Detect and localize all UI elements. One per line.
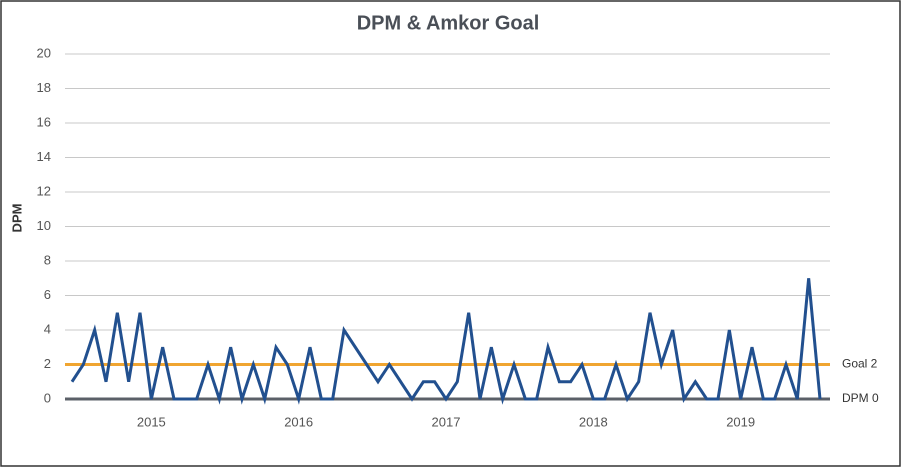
reference-label: Goal 2: [842, 357, 878, 371]
reference-label: DPM 0: [842, 391, 879, 405]
y-tick-label: 0: [44, 390, 51, 405]
data-line: [70, 278, 822, 405]
x-tick-label: 2015: [137, 414, 166, 429]
x-tick-label: 2017: [432, 414, 461, 429]
y-tick-label: 8: [44, 252, 51, 267]
y-tick-label: 12: [37, 183, 51, 198]
y-tick-label: 6: [44, 287, 51, 302]
x-tick-label: 2019: [726, 414, 755, 429]
y-tick-label: 2: [44, 356, 51, 371]
y-axis-label: DPM: [9, 204, 24, 233]
y-tick-label: 18: [37, 80, 51, 95]
y-tick-label: 16: [37, 114, 51, 129]
x-tick-label: 2018: [579, 414, 608, 429]
x-tick-label: 2016: [284, 414, 313, 429]
y-tick-label: 14: [37, 149, 51, 164]
chart-title: DPM & Amkor Goal: [357, 12, 540, 34]
y-tick-label: 10: [37, 218, 51, 233]
y-tick-label: 20: [37, 45, 51, 60]
y-tick-label: 4: [44, 321, 51, 336]
